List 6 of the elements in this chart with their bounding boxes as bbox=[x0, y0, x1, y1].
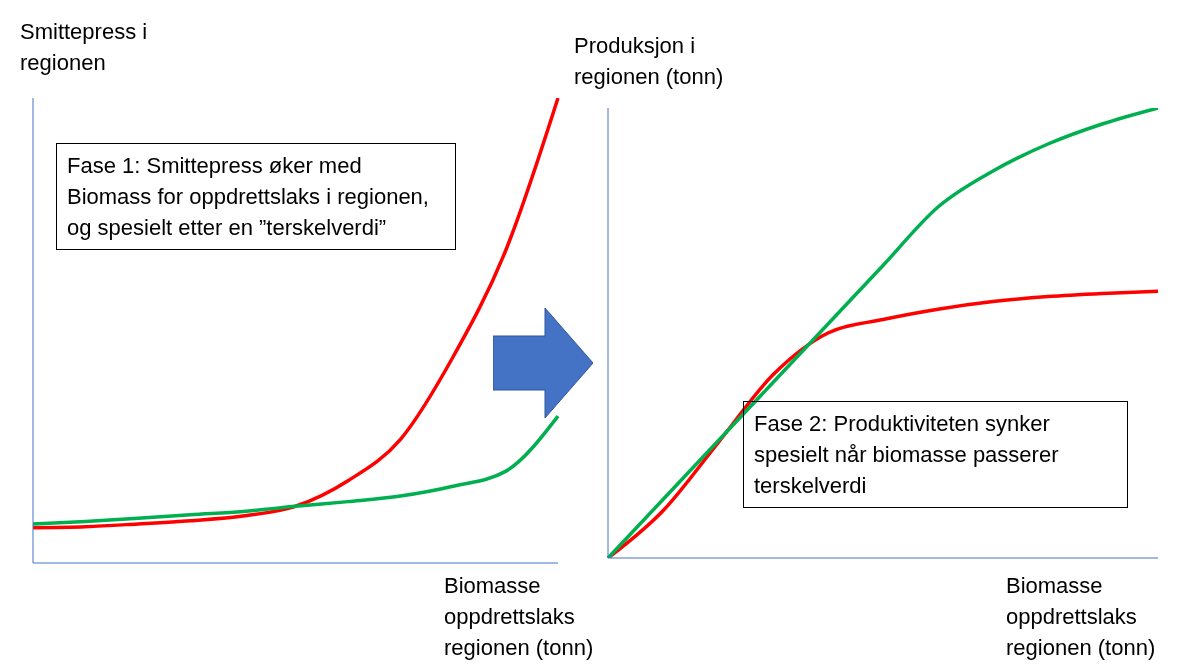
annotation: Fase 1: Smittepress øker med Biomass for oppdrettslaks i regionen, og spesielt etter en ”terskelverdi” bbox=[56, 143, 456, 250]
x-axis-title: Biomasse oppdrettslaks regionen (tonn) bbox=[1006, 572, 1157, 662]
y-axis-title: Produksjon i regionen (tonn) bbox=[574, 32, 725, 91]
y-axis-title: Smittepress i regionen bbox=[20, 18, 149, 77]
x-axis-title: Biomasse oppdrettslaks regionen (tonn) bbox=[444, 572, 595, 662]
annotation: Fase 2: Produktiviteten synker spesielt når biomasse passerer terskelverdi bbox=[743, 401, 1128, 508]
